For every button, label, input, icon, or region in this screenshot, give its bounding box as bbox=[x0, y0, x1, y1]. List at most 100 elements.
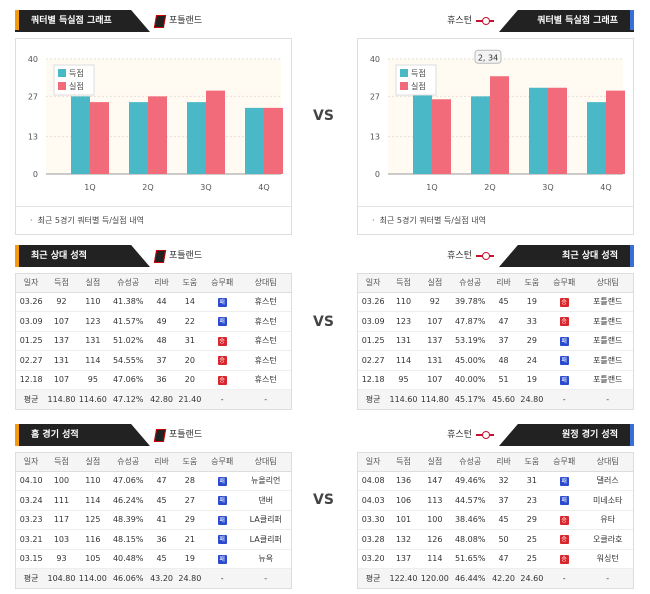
stats-table: 일자 득점 실점 슈성공 리바 도움 승무패 상대팀 04.08 136 147 49.46% 32 31… bbox=[358, 453, 633, 588]
bar-conceded[interactable] bbox=[606, 90, 625, 174]
bar-conceded[interactable] bbox=[90, 102, 109, 174]
team-name: 포틀랜드 bbox=[169, 430, 203, 440]
table-cell: 123 bbox=[388, 311, 419, 332]
table-cell: 24.80 bbox=[175, 568, 204, 588]
opponent-cell: 포틀랜드 bbox=[582, 331, 633, 351]
table-cell: 45.60 bbox=[489, 389, 518, 409]
quarter-chart: 0 13 27 40 1Q 2Q 3Q 4Q 득점 실점 2, 34 · 최근 5경기 쿼터별 득/… bbox=[357, 38, 634, 235]
table-cell: 03.20 bbox=[358, 549, 389, 569]
bar-conceded[interactable] bbox=[206, 90, 225, 174]
result-cell: 패 bbox=[204, 311, 241, 332]
y-tick-label: 27 bbox=[370, 92, 380, 101]
panel-header: 최근 상대 성적 포틀랜드 bbox=[15, 245, 292, 267]
table-cell: 111 bbox=[46, 490, 77, 511]
loss-badge: 패 bbox=[559, 336, 569, 346]
table-cell: 48.15% bbox=[109, 529, 148, 550]
loss-badge: 패 bbox=[217, 535, 227, 545]
table-row: 04.08 136 147 49.46% 32 31 패 댈러스 bbox=[358, 471, 633, 491]
team-label: 포틀랜드 bbox=[153, 245, 202, 267]
bar-conceded[interactable] bbox=[264, 107, 283, 174]
table-cell: 03.23 bbox=[16, 510, 47, 530]
table-cell: 114.00 bbox=[76, 568, 109, 588]
table-cell: 평균 bbox=[358, 568, 389, 588]
table-cell: 04.10 bbox=[16, 471, 47, 491]
column-header: 상대팀 bbox=[240, 453, 291, 472]
table-cell: 107 bbox=[418, 311, 451, 332]
column-header: 슈성공 bbox=[109, 453, 148, 472]
tab-title: 최근 상대 성적 bbox=[15, 245, 150, 267]
win-badge: 승 bbox=[559, 515, 569, 525]
table-cell: 105 bbox=[76, 549, 109, 569]
tooltip-text: 2, 34 bbox=[478, 53, 498, 62]
stats-table: 일자 득점 실점 슈성공 리바 도움 승무패 상대팀 03.26 92 110 41.38% 44 14 패… bbox=[16, 274, 291, 409]
column-header: 리바 bbox=[489, 274, 518, 293]
table-cell: 48.39% bbox=[109, 510, 148, 530]
tab-title: 쿼터별 득실점 그래프 bbox=[499, 10, 634, 32]
opponent-cell: 유타 bbox=[582, 510, 633, 530]
bar-scored[interactable] bbox=[413, 87, 432, 174]
x-tick-label: 4Q bbox=[258, 183, 269, 192]
table-cell: 03.26 bbox=[16, 292, 47, 312]
bar-scored[interactable] bbox=[587, 102, 606, 174]
column-header: 일자 bbox=[16, 274, 47, 293]
y-tick-label: 0 bbox=[33, 170, 38, 179]
stats-table: 일자 득점 실점 슈성공 리바 도움 승무패 상대팀 03.26 110 92 39.78% 45 19 승… bbox=[358, 274, 633, 409]
table-cell: 21.40 bbox=[175, 389, 204, 409]
column-header: 승무패 bbox=[546, 453, 583, 472]
opponent-cell: - bbox=[582, 389, 633, 409]
vs-label: VS bbox=[313, 492, 334, 508]
column-header: 일자 bbox=[16, 453, 47, 472]
table-cell: 36 bbox=[147, 529, 176, 550]
column-header: 도움 bbox=[517, 453, 546, 472]
win-badge: 승 bbox=[217, 375, 227, 385]
table-cell: 25 bbox=[517, 549, 546, 569]
column-header: 상대팀 bbox=[582, 453, 633, 472]
result-cell: 승 bbox=[546, 311, 583, 332]
bar-conceded[interactable] bbox=[148, 96, 167, 174]
table-cell: 47.06% bbox=[109, 370, 148, 390]
opponent-cell: 워싱턴 bbox=[582, 549, 633, 569]
table-row: 02.27 131 114 54.55% 37 20 승 휴스턴 bbox=[16, 350, 291, 371]
result-cell: 패 bbox=[204, 471, 241, 491]
opponent-cell: 댄버 bbox=[240, 490, 291, 511]
table-cell: 47.06% bbox=[109, 471, 148, 491]
column-header: 승무패 bbox=[546, 274, 583, 293]
result-cell: 패 bbox=[204, 510, 241, 530]
loss-badge: 패 bbox=[559, 356, 569, 366]
table-cell: 33 bbox=[517, 311, 546, 332]
table-cell: 120.00 bbox=[418, 568, 451, 588]
bar-scored[interactable] bbox=[245, 107, 264, 174]
x-tick-label: 3Q bbox=[200, 183, 211, 192]
table-cell: 114 bbox=[388, 350, 419, 371]
table-cell: 110 bbox=[76, 471, 109, 491]
y-tick-label: 13 bbox=[370, 133, 380, 142]
table-cell: 48 bbox=[147, 331, 176, 351]
result-cell: 패 bbox=[546, 370, 583, 390]
loss-badge: 패 bbox=[559, 476, 569, 486]
bar-scored[interactable] bbox=[129, 102, 148, 174]
y-tick-label: 0 bbox=[375, 170, 380, 179]
bar-scored[interactable] bbox=[71, 96, 90, 174]
quarter-chart: 0 13 27 40 1Q 2Q 3Q 4Q 득점 실점 · 최근 5경기 쿼터별 득/실점 내역 bbox=[15, 38, 292, 235]
table-cell: 12.18 bbox=[358, 370, 389, 390]
bar-scored[interactable] bbox=[187, 102, 206, 174]
panel-header: 휴스턴 원정 경기 성적 bbox=[357, 424, 634, 446]
bar-conceded[interactable] bbox=[548, 87, 567, 174]
bar-scored[interactable] bbox=[529, 87, 548, 174]
panel-header: 휴스턴 쿼터별 득실점 그래프 bbox=[357, 10, 634, 32]
loss-badge: 패 bbox=[217, 476, 227, 486]
column-header: 슈성공 bbox=[451, 453, 490, 472]
column-header: 리바 bbox=[147, 453, 176, 472]
table-cell: 03.21 bbox=[16, 529, 47, 550]
chart-note: · 최근 5경기 쿼터별 득/실점 내역 bbox=[358, 206, 633, 234]
loss-badge: 패 bbox=[559, 375, 569, 385]
loss-badge: 패 bbox=[217, 554, 227, 564]
table-cell: 45 bbox=[147, 490, 176, 511]
bar-conceded[interactable] bbox=[432, 99, 451, 174]
result-cell: 승 bbox=[546, 549, 583, 569]
bar-scored[interactable] bbox=[471, 96, 490, 174]
bar-conceded[interactable] bbox=[490, 76, 509, 174]
opponent-cell: - bbox=[240, 568, 291, 588]
table-cell: 20 bbox=[175, 370, 204, 390]
